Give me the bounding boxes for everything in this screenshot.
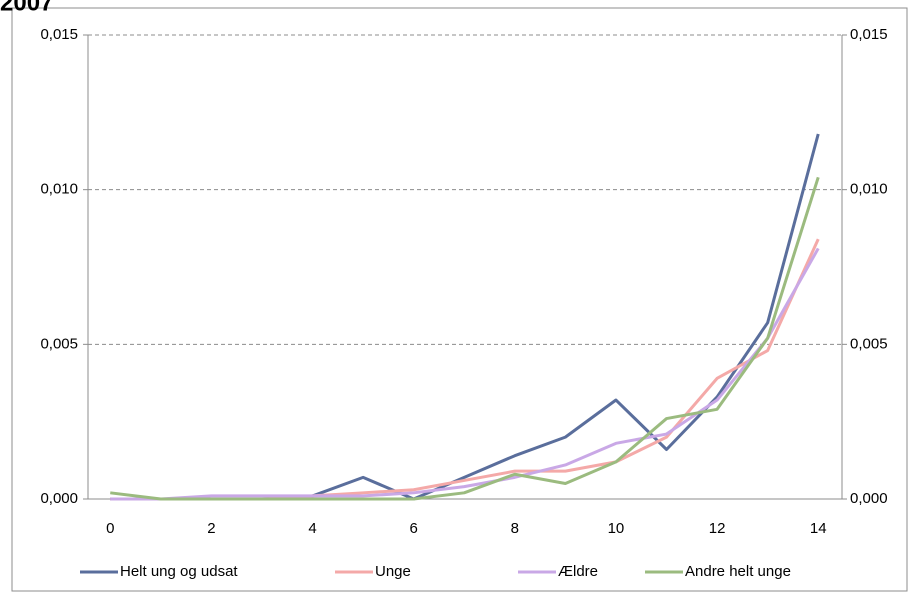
x-tick-label: 8 [511, 520, 519, 537]
legend-label: Unge [375, 563, 411, 580]
y2-tick-label: 0,010 [850, 181, 888, 198]
y-tick-label: 0,010 [40, 181, 78, 198]
y-tick-label: 0,005 [40, 335, 78, 352]
x-tick-label: 0 [106, 520, 114, 537]
x-tick-label: 2 [207, 520, 215, 537]
y2-tick-label: 0,005 [850, 335, 888, 352]
legend-label: Ældre [558, 563, 598, 580]
y-tick-label: 0,000 [40, 490, 78, 507]
legend-label: Andre helt unge [685, 563, 791, 580]
legend-label: Helt ung og udsat [120, 563, 238, 580]
y2-tick-label: 0,015 [850, 26, 888, 43]
x-tick-label: 10 [608, 520, 625, 537]
x-tick-label: 6 [409, 520, 417, 537]
x-tick-label: 12 [709, 520, 726, 537]
y2-tick-label: 0,000 [850, 490, 888, 507]
x-tick-label: 4 [308, 520, 316, 537]
series-line [110, 176, 820, 501]
y-tick-label: 0,015 [40, 26, 78, 43]
x-tick-label: 14 [810, 520, 827, 537]
chart-title: 2007 [0, 0, 53, 16]
